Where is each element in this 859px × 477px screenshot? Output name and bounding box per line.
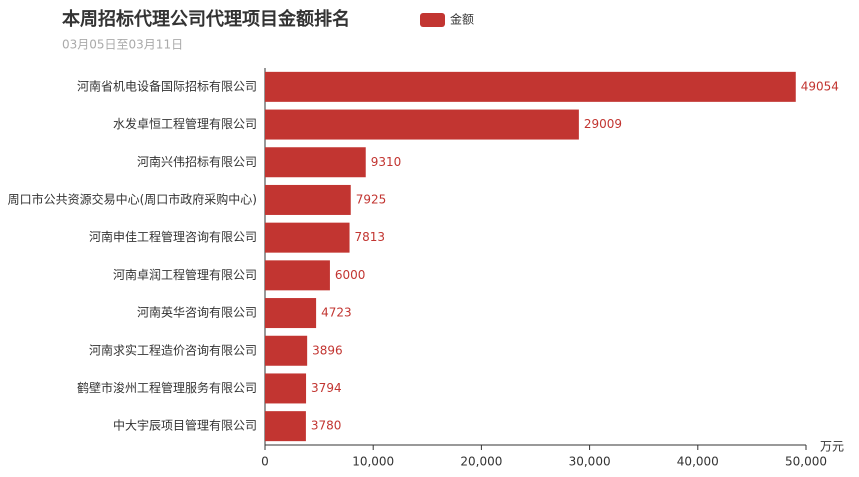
value-label: 3794: [311, 381, 342, 395]
value-label: 7813: [355, 230, 386, 244]
x-tick-label: 20,000: [460, 455, 502, 469]
value-label: 49054: [801, 79, 839, 93]
x-tick-label: 0: [261, 455, 269, 469]
chart-title: 本周招标代理公司代理项目金额排名: [62, 8, 350, 30]
x-tick-label: 10,000: [352, 455, 394, 469]
bar: [265, 260, 330, 291]
y-tick-label: 鹤壁市浚州工程管理服务有限公司: [77, 380, 257, 395]
value-label: 7925: [356, 192, 387, 206]
legend-swatch: [420, 13, 445, 27]
y-tick-label: 周口市公共资源交易中心(周口市政府采购中心): [8, 191, 257, 206]
x-axis-unit: 万元: [820, 440, 844, 454]
y-tick-label: 河南申佳工程管理咨询有限公司: [89, 229, 257, 244]
value-label: 29009: [584, 117, 622, 131]
chart-subtitle: 03月05日至03月11日: [62, 38, 183, 52]
bar: [265, 298, 317, 329]
y-tick-label: 河南省机电设备国际招标有限公司: [77, 78, 257, 93]
y-tick-label: 水发卓恒工程管理有限公司: [113, 116, 257, 131]
bar: [265, 373, 307, 404]
bar: [265, 109, 579, 140]
value-label: 3896: [312, 343, 343, 357]
value-label: 6000: [335, 268, 366, 282]
x-tick-label: 50,000: [785, 455, 827, 469]
y-tick-label: 河南英华咨询有限公司: [137, 305, 257, 320]
y-tick-label: 中大宇辰项目管理有限公司: [113, 418, 257, 433]
y-tick-label: 河南卓润工程管理有限公司: [113, 267, 257, 282]
bar: [265, 147, 366, 178]
value-label: 3780: [311, 419, 342, 433]
y-tick-label: 河南求实工程造价咨询有限公司: [89, 342, 257, 357]
bar: [265, 411, 306, 442]
bar: [265, 184, 351, 215]
legend-label: 金额: [450, 12, 474, 27]
value-label: 9310: [371, 155, 402, 169]
bar: [265, 71, 796, 102]
y-tick-label: 河南兴伟招标有限公司: [137, 154, 257, 169]
bar: [265, 222, 350, 253]
bar: [265, 335, 308, 366]
x-tick-label: 40,000: [677, 455, 719, 469]
value-label: 4723: [321, 306, 352, 320]
x-tick-label: 30,000: [569, 455, 611, 469]
